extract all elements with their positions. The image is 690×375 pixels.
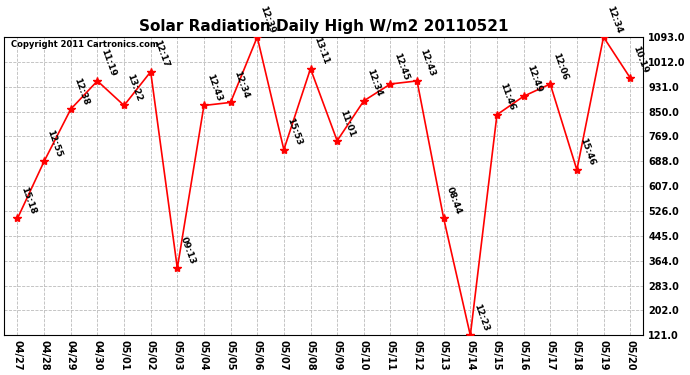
Text: 12:43: 12:43: [418, 48, 437, 78]
Text: 12:38: 12:38: [72, 76, 90, 106]
Text: 12:45: 12:45: [392, 51, 410, 81]
Text: 15:18: 15:18: [19, 186, 37, 216]
Text: 12:43: 12:43: [206, 73, 224, 103]
Text: 13:22: 13:22: [126, 73, 144, 103]
Text: 15:46: 15:46: [578, 137, 597, 167]
Text: 10:19: 10:19: [631, 45, 650, 75]
Text: 12:23: 12:23: [472, 303, 490, 333]
Text: 13:11: 13:11: [312, 36, 330, 66]
Text: 09:13: 09:13: [179, 236, 197, 266]
Text: 12:55: 12:55: [46, 129, 63, 159]
Text: Copyright 2011 Cartronics.com: Copyright 2011 Cartronics.com: [10, 40, 158, 49]
Text: 11:19: 11:19: [99, 48, 117, 78]
Text: 15:53: 15:53: [285, 117, 304, 147]
Text: 12:34: 12:34: [365, 68, 384, 98]
Text: 12:06: 12:06: [551, 51, 570, 81]
Text: 12:39: 12:39: [259, 4, 277, 34]
Text: 12:34: 12:34: [605, 4, 623, 34]
Title: Solar Radiation Daily High W/m2 20110521: Solar Radiation Daily High W/m2 20110521: [139, 20, 509, 34]
Text: 11:46: 11:46: [498, 82, 517, 112]
Text: 12:34: 12:34: [232, 69, 250, 100]
Text: 12:49: 12:49: [525, 63, 543, 93]
Text: 12:17: 12:17: [152, 39, 170, 69]
Text: 08:44: 08:44: [445, 186, 464, 216]
Text: 11:01: 11:01: [339, 108, 357, 138]
